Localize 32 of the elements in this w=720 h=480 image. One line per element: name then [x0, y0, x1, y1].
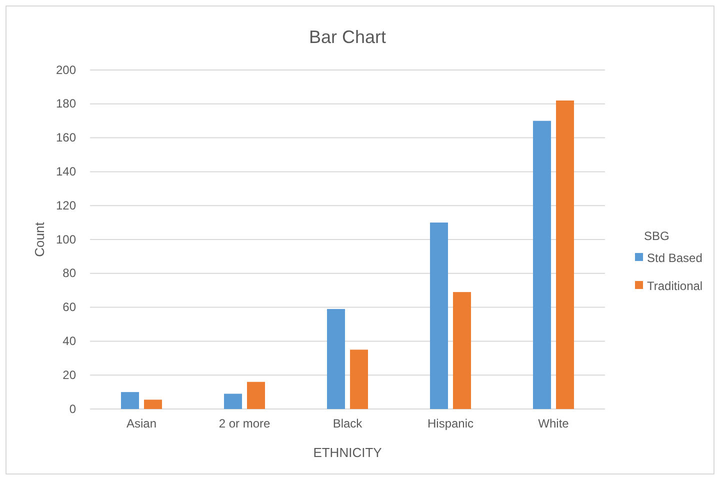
legend-label: Traditional	[647, 279, 703, 293]
y-axis-title: Count	[32, 222, 47, 257]
x-tick-label: 2 or more	[218, 416, 270, 431]
bar	[556, 100, 574, 409]
y-tick-label: 0	[69, 402, 76, 416]
bar	[430, 222, 448, 409]
y-tick-label: 40	[62, 334, 76, 348]
bar	[533, 120, 551, 409]
y-tick-label: 140	[56, 164, 76, 179]
legend-title: SBG	[644, 229, 670, 243]
y-tick-label: 80	[62, 266, 76, 280]
bar	[224, 394, 242, 409]
chart-title: Bar Chart	[308, 27, 386, 47]
y-tick-label: 200	[56, 62, 76, 77]
bar	[453, 292, 471, 409]
x-axis-title: ETHNICITY	[313, 445, 382, 460]
y-tick-label: 120	[56, 198, 76, 212]
bar	[144, 400, 162, 409]
y-tick-label: 160	[56, 130, 76, 145]
legend-label: Std Based	[647, 251, 702, 265]
bar	[247, 382, 265, 409]
bar	[350, 350, 368, 409]
x-tick-label: Hispanic	[427, 416, 474, 431]
y-tick-label: 60	[62, 300, 76, 314]
x-tick-label: Asian	[126, 416, 157, 431]
x-tick-label: Black	[332, 416, 364, 431]
y-tick-label: 100	[56, 232, 76, 246]
bar	[327, 308, 345, 409]
y-tick-label: 20	[62, 368, 76, 382]
x-tick-label: White	[538, 416, 570, 431]
bar	[121, 392, 139, 409]
y-tick-label: 180	[56, 96, 76, 111]
